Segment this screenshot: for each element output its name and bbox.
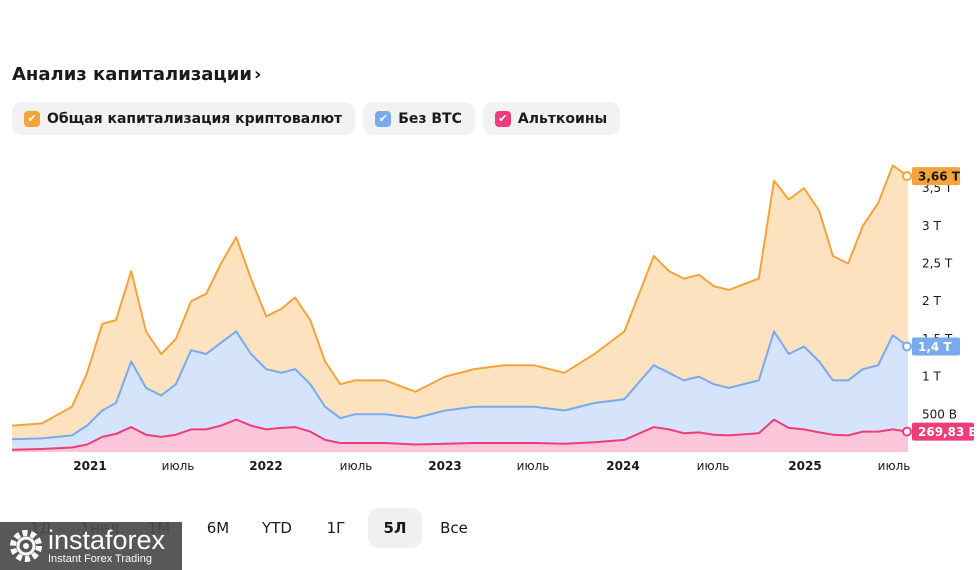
y-tick-label: 2 T — [922, 294, 941, 308]
value-badge — [912, 337, 960, 356]
last-point-marker — [902, 341, 912, 352]
range-button-1y[interactable]: 1Г — [326, 519, 346, 537]
value-badge — [912, 422, 974, 441]
y-tick-label: 500 B — [922, 407, 957, 421]
last-point-marker — [902, 171, 912, 182]
x-tick-label: 2022 — [249, 459, 282, 473]
watermark-brand: instaforex — [48, 525, 166, 555]
area-chart: 2021 июль 2022 июль 2023 июль 2024 июль 2025 июль… — [11, 164, 978, 473]
value-badge — [912, 167, 960, 186]
series-line-total — [11, 164, 909, 427]
x-tick-label: июль — [340, 459, 373, 473]
range-button-all[interactable]: Все — [440, 519, 468, 537]
watermark-subtitle: Instant Forex Trading — [48, 553, 152, 565]
gear-logo-icon — [10, 530, 42, 562]
checkbox-checked-icon: ✔ — [375, 110, 392, 127]
watermark-logo: instaforex Instant Forex Trading — [0, 522, 182, 570]
chart-title[interactable]: Анализ капитализации › — [12, 64, 261, 85]
value-badge-label: 3,66 T — [918, 170, 961, 184]
chart-title-text: Анализ капитализации — [12, 64, 252, 85]
last-point-marker — [902, 426, 912, 437]
chevron-right-icon: › — [254, 64, 262, 85]
series-line-ex-btc — [11, 330, 909, 441]
value-badge-label: 269,83 B — [918, 425, 978, 439]
series-area-altcoins — [12, 419, 908, 452]
x-tick-label: июль — [697, 459, 730, 473]
x-tick-label: 2021 — [73, 459, 106, 473]
x-tick-label: июль — [162, 459, 195, 473]
range-button-6m[interactable]: 6М — [206, 519, 230, 537]
legend-item-ex-btc[interactable]: ✔ Без BTC — [363, 102, 475, 135]
series-line-altcoins — [11, 418, 909, 451]
y-tick-label: 3 T — [922, 219, 941, 233]
y-tick-label: 1 T — [922, 370, 941, 384]
legend-label-ex-btc: Без BTC — [398, 110, 462, 127]
x-tick-label: июль — [878, 459, 911, 473]
y-tick-label: 2,5 T — [922, 257, 953, 271]
value-badge-label: 1,4 T — [918, 340, 952, 354]
range-button-ytd[interactable]: YTD — [262, 519, 292, 537]
range-button-5y[interactable]: 5Л — [368, 508, 422, 548]
legend-item-altcoins[interactable]: ✔ Альткоины — [482, 102, 621, 135]
x-tick-label: 2023 — [428, 459, 461, 473]
legend-item-total[interactable]: ✔ Общая капитализация криптовалют — [12, 102, 356, 135]
x-tick-label: 2024 — [606, 459, 639, 473]
x-tick-label: 2025 — [788, 459, 821, 473]
checkbox-checked-icon: ✔ — [24, 110, 40, 127]
legend-label-altcoins: Альткоины — [517, 110, 608, 127]
checkbox-checked-icon: ✔ — [494, 110, 511, 127]
legend-label-total: Общая капитализация криптовалют — [47, 110, 343, 127]
legend: ✔ Общая капитализация криптовалют ✔ Без … — [12, 102, 621, 135]
x-tick-label: июль — [517, 459, 550, 473]
